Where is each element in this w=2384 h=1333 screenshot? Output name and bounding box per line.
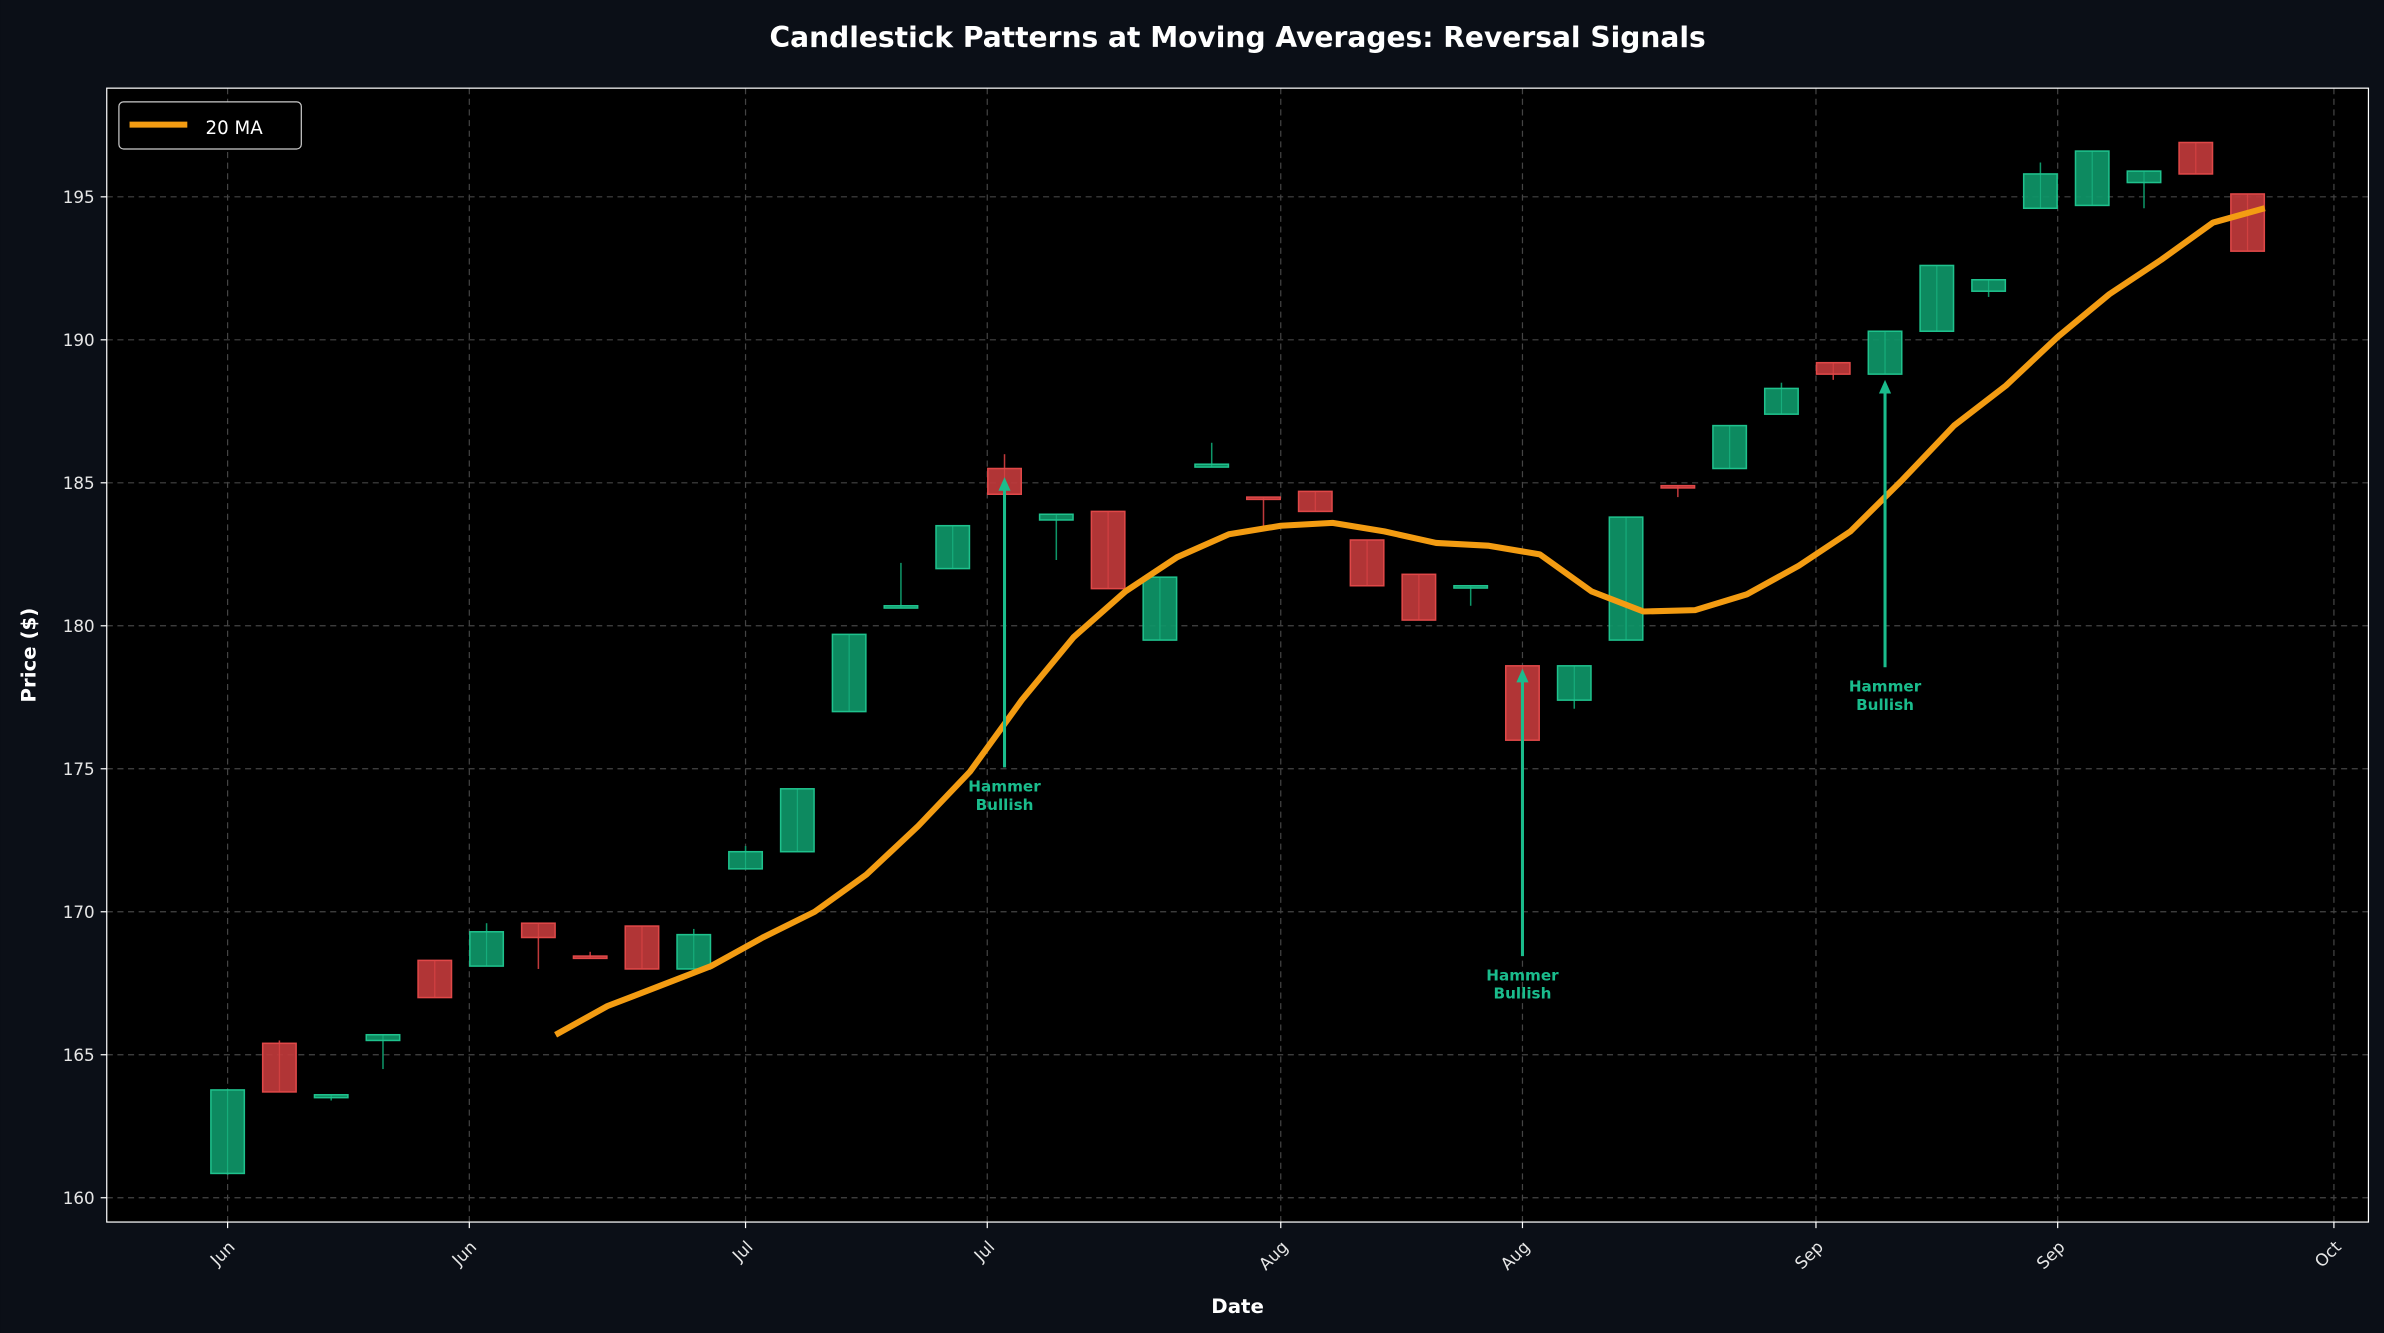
candle-bullish (676, 928, 712, 970)
annotation-label-signal: Bullish (1494, 985, 1552, 1003)
candle-bullish (1712, 424, 1748, 470)
y-axis: 160 165 170 175 180 185 190 195 (63, 187, 107, 1208)
candle-bullish (779, 788, 815, 853)
legend-ma-label: 20 MA (206, 118, 264, 139)
candle-bullish (1867, 330, 1903, 375)
candle-bullish (365, 1033, 401, 1070)
x-axis-label: Date (1211, 1295, 1264, 1318)
y-tick-label: 170 (63, 902, 95, 922)
candle-bullish (313, 1094, 349, 1101)
plot-area (106, 88, 2369, 1223)
candle-bearish (1349, 539, 1385, 587)
legend: 20 MA (118, 101, 302, 150)
annotation-label-pattern: Hammer (1486, 966, 1559, 984)
candle-bullish (2126, 170, 2162, 209)
candle-bullish (831, 633, 867, 713)
candle-bullish (728, 845, 764, 870)
candle-bullish (1038, 513, 1074, 561)
annotation-label-signal: Bullish (1856, 696, 1914, 714)
candle-bearish (572, 951, 608, 960)
y-tick-label: 160 (63, 1188, 95, 1208)
candles (210, 141, 2266, 1175)
y-tick-label: 165 (63, 1045, 95, 1065)
candle-bullish (210, 1089, 246, 1175)
y-tick-label: 180 (63, 616, 95, 636)
candle-bearish (2230, 193, 2266, 252)
y-tick-label: 195 (63, 187, 95, 207)
y-axis-label: Price ($) (17, 608, 40, 703)
annotation-label-signal: Bullish (976, 796, 1034, 814)
candle-bearish (1090, 510, 1126, 590)
y-tick-label: 185 (63, 473, 95, 493)
candle-bearish (1660, 484, 1696, 498)
candle-bearish (417, 959, 453, 999)
candle-bearish (1297, 490, 1333, 513)
candle-bullish (2022, 162, 2058, 210)
annotation-label-pattern: Hammer (968, 778, 1041, 796)
candle-bearish (2178, 141, 2214, 175)
arrow-up-icon (1878, 379, 1892, 394)
arrow-up-icon (1516, 668, 1529, 683)
candle-bearish (261, 1040, 297, 1093)
candle-bearish (1401, 573, 1437, 621)
candle-bullish (1142, 576, 1178, 641)
grid (106, 88, 2369, 1223)
annotation-label-pattern: Hammer (1849, 678, 1922, 696)
candle-bullish (1763, 382, 1799, 415)
plot-frame (106, 87, 2370, 1223)
candle-bearish (624, 925, 660, 970)
candle-bullish (1919, 264, 1955, 332)
y-tick-label: 190 (63, 330, 95, 350)
candle-bullish (1556, 665, 1592, 709)
candle-bullish (935, 524, 971, 570)
chart-title: Candlestick Patterns at Moving Averages:… (769, 21, 1705, 54)
candle-bullish (1971, 278, 2007, 297)
candle-bullish (2074, 150, 2110, 207)
candle-bullish (883, 562, 919, 609)
arrow-up-icon (998, 477, 1011, 491)
candle-bullish (469, 923, 505, 967)
candle-bullish (1194, 442, 1230, 468)
legend-box (118, 101, 302, 150)
y-tick-label: 175 (63, 759, 95, 779)
candle-bearish (520, 922, 556, 969)
candle-bearish (1815, 361, 1851, 380)
candle-bearish (1246, 496, 1281, 529)
candle-bullish (1453, 584, 1489, 606)
ma-line-20 (554, 205, 2266, 1038)
candle-bullish (1608, 516, 1644, 641)
